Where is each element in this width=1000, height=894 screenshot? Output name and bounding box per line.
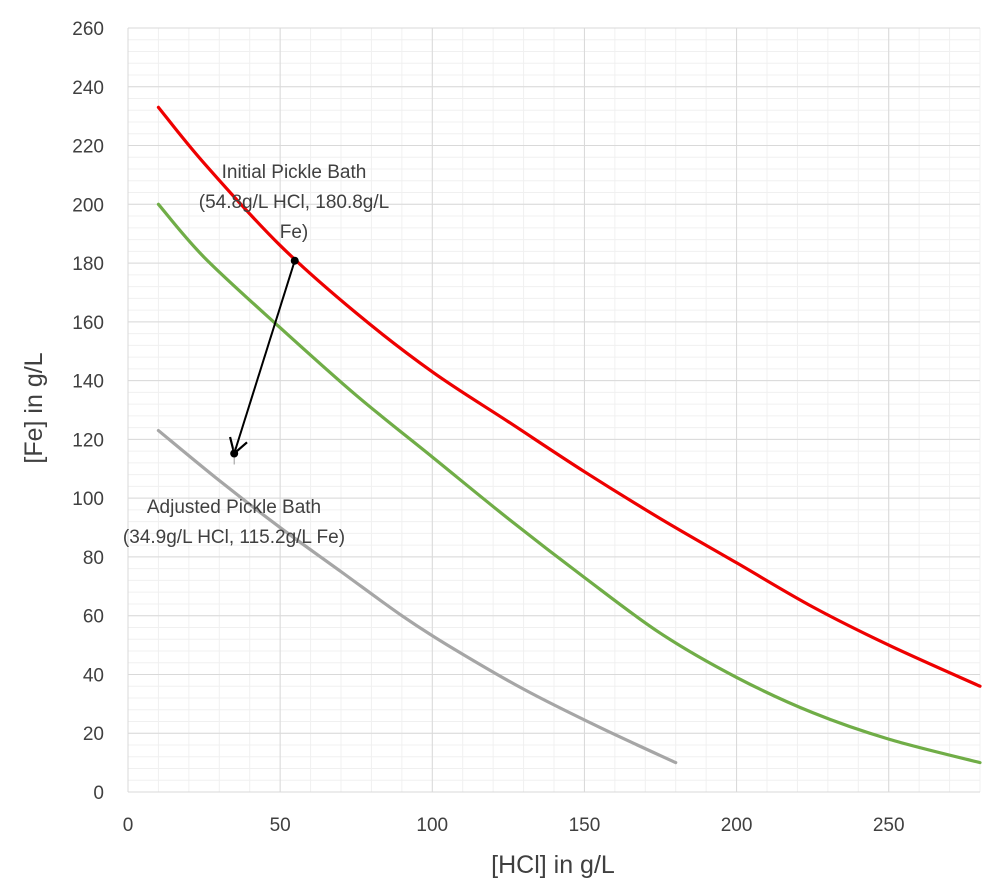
y-tick-label: 120 [72,430,104,451]
x-tick-label: 150 [569,815,601,836]
y-tick-label: 180 [72,254,104,275]
minor-gridlines [127,27,981,793]
series-layer [156,105,982,765]
initial-annotation-line-1: Initial Pickle Bath [222,162,367,183]
initial-bath-point [290,256,299,265]
y-tick-label: 60 [83,607,104,628]
initial-annotation-line-2: (54.8g/L HCl, 180.8g/L [199,192,389,213]
adjusted-annotation-line-2: (34.9g/L HCl, 115.2g/L Fe) [123,527,345,548]
y-tick-label: 200 [72,195,104,216]
y-tick-label: 220 [72,137,104,158]
y-tick-label: 80 [83,548,104,569]
y-axis-ticks: 0 20 40 60 80 100 120 140 160 180 200 220 240 260 [72,19,104,804]
initial-annotation: Initial Pickle Bath (54.8g/L HCl, 180.8g… [199,162,389,243]
x-tick-label: 50 [270,815,291,836]
gray-series-line [156,428,678,765]
x-tick-label: 200 [721,815,753,836]
y-axis-title: [Fe] in g/L [20,352,48,463]
initial-annotation-line-3: Fe) [280,222,309,243]
major-gridlines [127,27,980,793]
y-tick-label: 100 [72,489,104,510]
y-tick-label: 20 [83,724,104,745]
y-tick-label: 240 [72,78,104,99]
green-series-line [156,202,982,765]
red-series-line [156,105,982,688]
x-tick-label: 100 [416,815,448,836]
bath-points [230,256,299,465]
y-tick-label: 160 [72,313,104,334]
y-tick-label: 260 [72,19,104,40]
adjusted-bath-point [230,449,239,458]
x-axis-ticks: 0 50 100 150 200 250 [123,815,905,836]
y-tick-label: 40 [83,665,104,686]
adjusted-annotation: Adjusted Pickle Bath (34.9g/L HCl, 115.2… [123,497,345,548]
x-tick-label: 250 [873,815,905,836]
y-tick-label: 0 [93,783,104,804]
adjusted-annotation-line-1: Adjusted Pickle Bath [147,497,321,518]
x-tick-label: 0 [123,815,134,836]
y-tick-label: 140 [72,372,104,393]
arrow-shaft [233,260,296,454]
x-axis-title: [HCl] in g/L [491,851,615,879]
